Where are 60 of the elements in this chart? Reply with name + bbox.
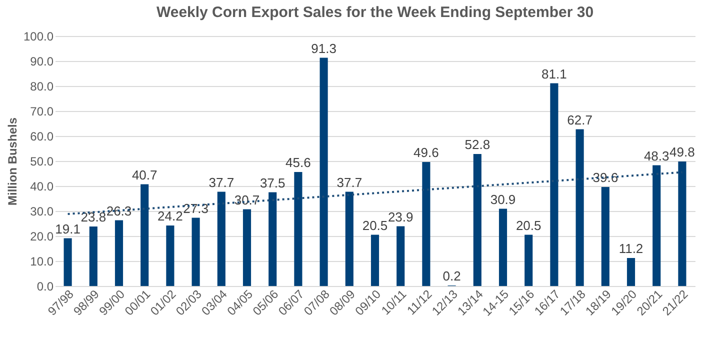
y-tick-label: 30.0 bbox=[30, 204, 54, 218]
data-label: 49.8 bbox=[670, 144, 695, 160]
y-axis-title: Million Bushels bbox=[5, 117, 20, 206]
y-tick-label: 10.0 bbox=[30, 254, 54, 268]
bar bbox=[89, 226, 98, 286]
data-label: 23.9 bbox=[388, 209, 414, 224]
bar bbox=[242, 209, 252, 286]
bar bbox=[652, 165, 661, 286]
data-label: 24.2 bbox=[158, 208, 183, 224]
chart-title: Weekly Corn Export Sales for the Week Ending September 30 bbox=[156, 4, 594, 21]
bar bbox=[576, 129, 584, 286]
y-tick-label: 0.0 bbox=[36, 280, 54, 294]
y-tick-label: 60.0 bbox=[30, 130, 54, 144]
data-label: 19.1 bbox=[55, 221, 80, 236]
data-label: 52.8 bbox=[464, 137, 490, 152]
bar bbox=[166, 226, 174, 286]
bar bbox=[114, 220, 124, 286]
y-tick-label: 70.0 bbox=[30, 104, 54, 118]
bar bbox=[64, 238, 72, 286]
bar bbox=[550, 83, 558, 286]
bar bbox=[678, 162, 686, 286]
bar bbox=[217, 192, 226, 286]
y-tick-label: 80.0 bbox=[30, 80, 54, 94]
bar bbox=[140, 184, 149, 286]
data-label: 20.5 bbox=[362, 218, 388, 233]
data-label: 11.2 bbox=[618, 241, 644, 256]
bar bbox=[268, 192, 277, 286]
bar bbox=[370, 234, 380, 286]
y-tick-label: 90.0 bbox=[30, 54, 54, 68]
data-label: 45.6 bbox=[286, 155, 311, 170]
data-label: 30.9 bbox=[490, 192, 516, 207]
data-label: 26.3 bbox=[106, 203, 132, 218]
bar bbox=[626, 258, 636, 286]
bar bbox=[473, 154, 482, 286]
data-label: 37.7 bbox=[208, 174, 234, 190]
bar bbox=[320, 58, 328, 286]
data-label: 20.5 bbox=[516, 218, 542, 233]
y-tick-label: 100.0 bbox=[23, 30, 54, 44]
bar bbox=[345, 192, 354, 286]
data-label: 91.3 bbox=[311, 40, 336, 56]
data-label: 23.8 bbox=[80, 210, 106, 224]
bar bbox=[524, 234, 533, 286]
bar bbox=[601, 187, 610, 286]
y-tick-label: 40.0 bbox=[30, 180, 54, 194]
bar bbox=[294, 172, 302, 286]
data-label: 30.7 bbox=[234, 192, 260, 208]
data-label: 0.2 bbox=[442, 268, 461, 284]
data-label: 48.3 bbox=[644, 148, 670, 164]
data-label: 49.6 bbox=[414, 145, 439, 160]
data-label: 37.7 bbox=[336, 174, 362, 190]
data-label: 40.7 bbox=[132, 167, 158, 182]
bar bbox=[396, 226, 405, 286]
data-label: 37.5 bbox=[260, 175, 286, 190]
y-tick-label: 20.0 bbox=[30, 230, 54, 244]
data-label: 62.7 bbox=[567, 112, 592, 128]
bar bbox=[192, 218, 200, 286]
bar bbox=[498, 208, 508, 286]
data-label: 81.1 bbox=[542, 66, 567, 82]
bar bbox=[422, 162, 430, 286]
y-tick-label: 50.0 bbox=[30, 154, 54, 168]
